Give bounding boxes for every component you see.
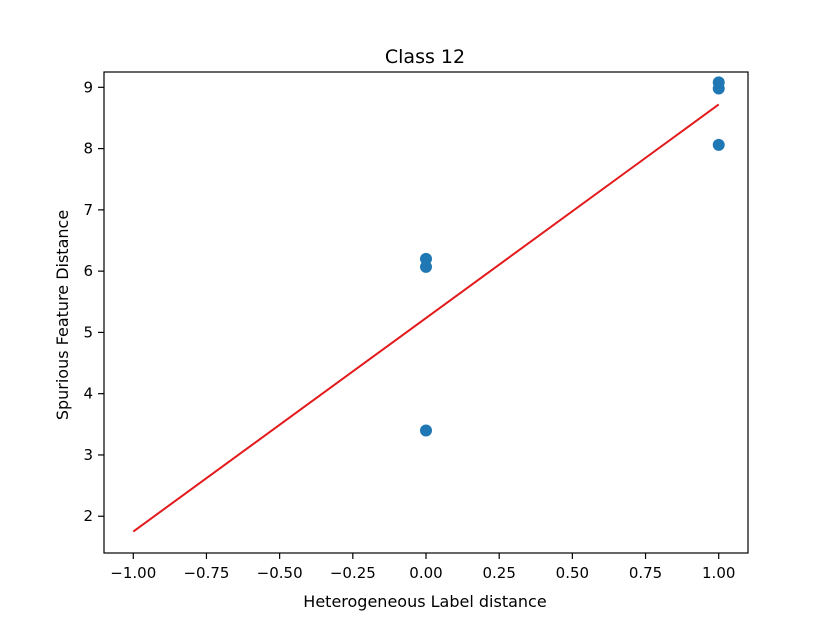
- y-tick-label: 9: [83, 78, 93, 96]
- y-tick-label: 3: [83, 446, 93, 464]
- scatter-point: [420, 424, 432, 437]
- scatter-point: [712, 138, 725, 151]
- x-tick-label: −1.00: [110, 564, 156, 582]
- regression-line: [132, 103, 720, 533]
- y-axis: 2 3 4 5 6 7 8 9: [83, 78, 104, 525]
- y-tick-label: 4: [83, 385, 93, 403]
- x-tick-label: 0.75: [629, 564, 662, 582]
- y-tick-label: 2: [83, 507, 93, 525]
- x-axis: −1.00 −0.75 −0.50 −0.25 0.00 0.25 0.50 0.75 1.00: [110, 553, 735, 582]
- x-axis-label: Heterogeneous Label distance: [303, 592, 546, 611]
- scatter-point: [420, 260, 432, 273]
- chart-title: Class 12: [385, 46, 465, 68]
- y-axis-label: Spurious Feature Distance: [53, 210, 72, 420]
- y-tick-label: 5: [83, 323, 93, 341]
- x-tick-label: 0.00: [409, 564, 442, 582]
- x-tick-label: 0.25: [482, 564, 515, 582]
- scatter-point: [712, 82, 725, 95]
- x-tick-label: −0.75: [183, 564, 229, 582]
- plot-frame: [103, 71, 749, 554]
- y-tick-label: 7: [83, 201, 93, 219]
- y-tick-label: 6: [83, 262, 93, 280]
- x-tick-label: 1.00: [702, 564, 735, 582]
- x-tick-label: −0.25: [330, 564, 376, 582]
- y-tick-label: 8: [83, 140, 93, 158]
- x-tick-label: 0.50: [556, 564, 589, 582]
- plot-area: [132, 76, 725, 533]
- x-tick-label: −0.50: [257, 564, 303, 582]
